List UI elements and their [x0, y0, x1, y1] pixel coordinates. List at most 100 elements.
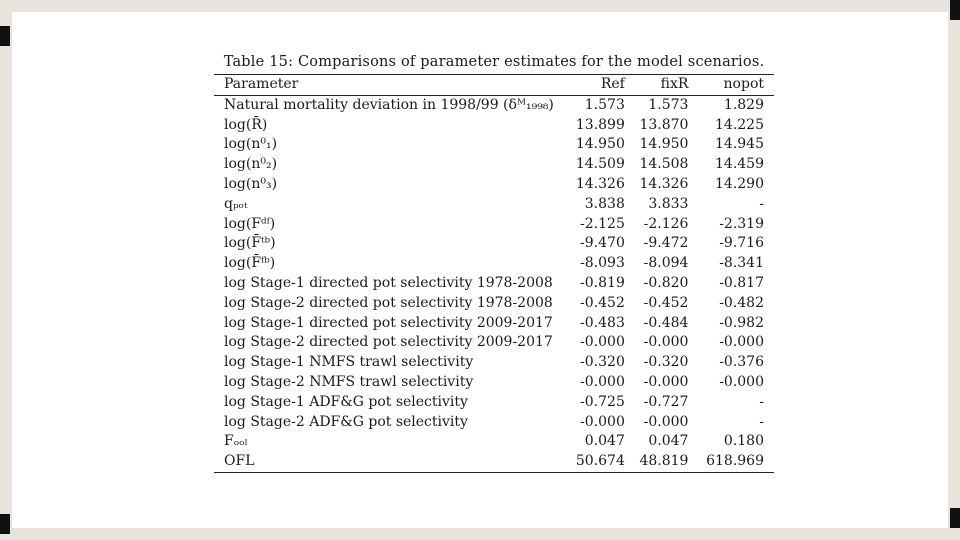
cell-parameter: log Stage-1 directed pot selectivity 197… — [224, 274, 553, 291]
cell-fixr: -0.000 — [643, 334, 689, 351]
table-row: log(Fᵈᶠ) -2.125 -2.126 -2.319 — [214, 215, 774, 235]
cell-ref: 50.674 — [575, 453, 625, 470]
table-body: Natural mortality deviation in 1998/99 (… — [214, 95, 774, 473]
table-row: log Stage-2 ADF&G pot selectivity -0.000 -… — [214, 413, 774, 433]
slide-corner-mark — [0, 514, 10, 534]
slide-corner-mark — [950, 0, 960, 20]
cell-nopot: 1.829 — [723, 96, 764, 113]
cell-nopot: -0.000 — [719, 373, 764, 390]
cell-parameter: Fₒₒₗ — [224, 433, 248, 450]
cell-fixr: -0.000 — [643, 373, 689, 390]
cell-nopot: -0.817 — [719, 274, 764, 291]
cell-fixr: 14.326 — [639, 175, 689, 192]
table-figure: Table 15: Comparisons of parameter estim… — [214, 52, 774, 473]
cell-nopot: 0.180 — [723, 433, 764, 450]
cell-nopot: 14.945 — [715, 136, 764, 153]
cell-nopot: 14.290 — [715, 175, 764, 192]
cell-parameter: log Stage-2 ADF&G pot selectivity — [224, 413, 468, 430]
cell-nopot: -0.376 — [719, 354, 764, 371]
cell-nopot: -0.482 — [719, 294, 764, 311]
cell-fixr: 14.508 — [639, 156, 689, 173]
cell-ref: -0.725 — [580, 393, 625, 410]
cell-ref: -9.470 — [580, 235, 625, 252]
cell-parameter: log(n⁰₁) — [224, 136, 278, 153]
table-row: Fₒₒₗ 0.047 0.047 0.180 — [214, 432, 774, 452]
cell-parameter: log(n⁰₂) — [224, 156, 278, 173]
cell-nopot: - — [759, 195, 764, 212]
cell-parameter: qₚₒₜ — [224, 195, 248, 212]
cell-ref: -0.000 — [580, 373, 625, 390]
slide-corner-mark — [950, 508, 960, 528]
cell-nopot: 618.969 — [706, 453, 764, 470]
cell-fixr: -9.472 — [643, 235, 689, 252]
cell-fixr: 3.833 — [648, 195, 689, 212]
header-parameter: Parameter — [224, 76, 299, 92]
cell-fixr: 1.573 — [648, 96, 689, 113]
header-ref: Ref — [600, 76, 625, 92]
cell-fixr: -0.484 — [643, 314, 689, 331]
cell-fixr: -0.000 — [643, 413, 689, 430]
cell-nopot: - — [759, 393, 764, 410]
table-row: log(R̄) 13.899 13.870 14.225 — [214, 116, 774, 136]
header-nopot: nopot — [723, 76, 764, 92]
cell-fixr: -0.320 — [643, 354, 689, 371]
cell-parameter: log Stage-2 directed pot selectivity 200… — [224, 334, 553, 351]
cell-parameter: log Stage-1 NMFS trawl selectivity — [224, 354, 474, 371]
cell-nopot: -0.982 — [719, 314, 764, 331]
cell-ref: -2.125 — [580, 215, 625, 232]
cell-nopot: -8.341 — [719, 255, 764, 272]
table-row: log Stage-1 NMFS trawl selectivity -0.320… — [214, 353, 774, 373]
table-caption: Table 15: Comparisons of parameter estim… — [223, 54, 765, 70]
cell-parameter: log Stage-2 directed pot selectivity 197… — [224, 294, 553, 311]
header-row: Parameter Ref fixR nopot — [214, 74, 774, 96]
cell-parameter: log Stage-1 ADF&G pot selectivity — [224, 393, 468, 410]
cell-ref: -0.819 — [580, 274, 625, 291]
cell-fixr: 13.870 — [639, 116, 689, 133]
cell-nopot: -9.716 — [719, 235, 764, 252]
cell-fixr: 0.047 — [648, 433, 689, 450]
cell-ref: 14.326 — [575, 175, 625, 192]
table-row: log Stage-1 directed pot selectivity 197… — [214, 274, 774, 294]
cell-fixr: 48.819 — [639, 453, 689, 470]
cell-parameter: Natural mortality deviation in 1998/99 (… — [224, 96, 554, 113]
cell-ref: -0.000 — [580, 413, 625, 430]
table-row: log(n⁰₁) 14.950 14.950 14.945 — [214, 135, 774, 155]
table-row: log Stage-2 directed pot selectivity 200… — [214, 333, 774, 353]
header-fixr: fixR — [660, 76, 689, 92]
table-row: log(F̄ᵗᵇ) -9.470 -9.472 -9.716 — [214, 234, 774, 254]
cell-parameter: log(F̄ᵗᵇ) — [224, 235, 276, 252]
table-row: log Stage-1 ADF&G pot selectivity -0.725 -… — [214, 393, 774, 413]
cell-nopot: -0.000 — [719, 334, 764, 351]
cell-ref: -0.000 — [580, 334, 625, 351]
cell-nopot: 14.459 — [715, 156, 764, 173]
table-row: OFL 50.674 48.819 618.969 — [214, 452, 774, 473]
cell-fixr: -0.727 — [643, 393, 689, 410]
cell-parameter: log Stage-1 directed pot selectivity 200… — [224, 314, 553, 331]
cell-nopot: - — [759, 413, 764, 430]
cell-fixr: -0.820 — [643, 274, 689, 291]
cell-ref: -0.452 — [580, 294, 625, 311]
cell-ref: 13.899 — [575, 116, 625, 133]
cell-ref: -0.320 — [580, 354, 625, 371]
cell-parameter: log(F̄ᶠᵇ) — [224, 255, 276, 272]
cell-fixr: -2.126 — [643, 215, 689, 232]
cell-ref: 0.047 — [584, 433, 625, 450]
table-row: log Stage-1 directed pot selectivity 200… — [214, 314, 774, 334]
parameter-table: Parameter Ref fixR nopot Natural mortali… — [214, 74, 774, 473]
cell-parameter: log(n⁰₃) — [224, 175, 278, 192]
cell-ref: -8.093 — [580, 255, 625, 272]
table-row: log Stage-2 directed pot selectivity 197… — [214, 294, 774, 314]
cell-ref: 14.509 — [575, 156, 625, 173]
cell-ref: -0.483 — [580, 314, 625, 331]
table-row: log Stage-2 NMFS trawl selectivity -0.000… — [214, 373, 774, 393]
cell-parameter: log(R̄) — [224, 116, 268, 133]
slide-corner-mark — [0, 26, 10, 46]
table-row: log(n⁰₂) 14.509 14.508 14.459 — [214, 155, 774, 175]
cell-nopot: 14.225 — [715, 116, 764, 133]
cell-ref: 1.573 — [584, 96, 625, 113]
cell-fixr: -0.452 — [643, 294, 689, 311]
cell-parameter: OFL — [224, 453, 255, 470]
table-row: Natural mortality deviation in 1998/99 (… — [214, 95, 774, 115]
cell-ref: 3.838 — [584, 195, 625, 212]
cell-ref: 14.950 — [575, 136, 625, 153]
